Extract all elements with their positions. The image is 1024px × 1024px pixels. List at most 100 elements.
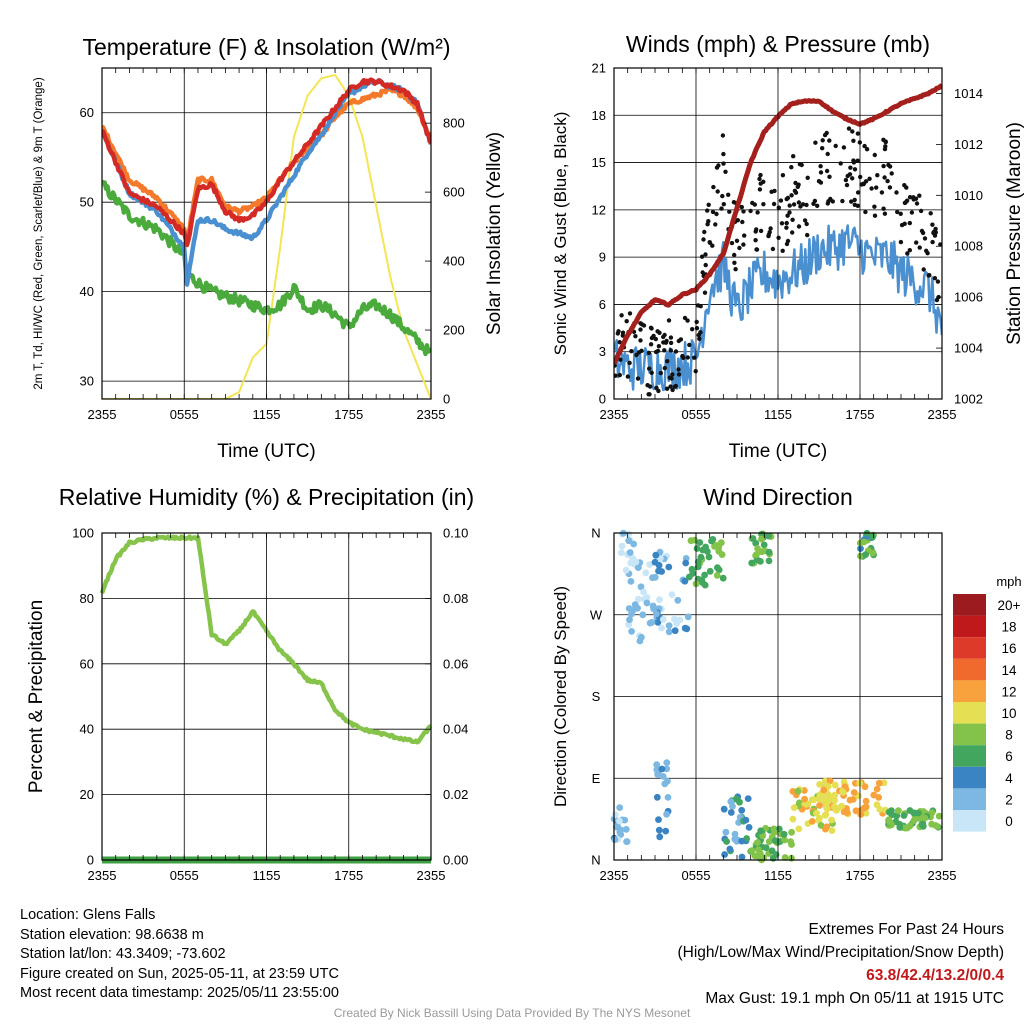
gust-point — [820, 146, 825, 151]
y-tick-label: 40 — [80, 722, 94, 737]
gust-point — [930, 222, 935, 227]
direction-point — [765, 557, 773, 565]
direction-point — [639, 611, 647, 619]
direction-point — [758, 548, 766, 556]
gust-point — [732, 260, 737, 265]
gust-point — [833, 143, 838, 149]
station-location: Location: Glens Falls — [20, 907, 156, 923]
gust-point — [681, 355, 686, 360]
gust-point — [799, 162, 804, 168]
direction-point — [826, 777, 834, 785]
x-tick-label: 1155 — [764, 868, 792, 883]
x-tick-label: 1755 — [334, 868, 363, 883]
max-gust: Max Gust: 19.1 mph On 05/11 at 1915 UTC — [705, 990, 1004, 1007]
legend-label: 6 — [1005, 749, 1013, 764]
gust-point — [735, 218, 740, 223]
gust-point — [767, 230, 772, 235]
gust-point — [914, 201, 920, 206]
gust-point — [796, 200, 802, 205]
y2-tick-label: 1010 — [954, 188, 983, 203]
x-tick-label: 1755 — [846, 868, 875, 883]
legend-swatch — [953, 658, 986, 681]
gust-point — [616, 329, 621, 334]
y-tick-label: 0 — [87, 853, 94, 868]
gust-point — [624, 319, 629, 324]
direction-point — [637, 583, 645, 591]
gust-point — [924, 248, 929, 253]
y-axis-label: Direction (Colored By Speed) — [551, 586, 570, 807]
gust-point — [682, 315, 688, 321]
direction-point — [794, 787, 802, 795]
extremes-title: Extremes For Past 24 Hours — [808, 921, 1004, 938]
direction-point — [828, 827, 836, 834]
gust-point — [785, 213, 790, 218]
gust-point — [655, 329, 660, 334]
gust-point — [818, 170, 824, 175]
gust-point — [894, 190, 899, 195]
direction-point — [659, 773, 667, 780]
plot-frame — [613, 67, 943, 400]
gust-point — [667, 375, 672, 380]
direction-point — [857, 552, 864, 560]
gust-point — [791, 154, 796, 159]
y2-tick-label: 200 — [443, 323, 465, 338]
gust-point — [796, 224, 802, 229]
plot-frame — [101, 67, 432, 400]
gust-point — [793, 190, 799, 195]
gust-point — [742, 233, 747, 238]
direction-point — [708, 537, 715, 545]
direction-point — [655, 816, 662, 823]
gust-point — [872, 204, 877, 209]
gust-point — [647, 366, 652, 371]
chart-title: Wind Direction — [703, 484, 853, 510]
direction-point — [801, 795, 808, 803]
gust-point — [740, 219, 745, 225]
gust-point — [755, 210, 760, 215]
y2-tick-label: 0.04 — [443, 722, 468, 737]
y-tick-label: 12 — [592, 202, 606, 217]
gust-point — [653, 336, 658, 342]
gust-point — [720, 193, 725, 199]
gust-point — [741, 242, 746, 247]
direction-point — [665, 628, 673, 636]
direction-point — [820, 786, 828, 794]
direction-point — [640, 588, 647, 596]
gust-point — [790, 217, 795, 222]
direction-point — [628, 628, 635, 635]
figure-created: Figure created on Sun, 2025-05-11, at 23… — [20, 965, 339, 982]
gust-point — [666, 318, 672, 323]
legend-swatch — [953, 788, 986, 810]
direction-point — [862, 551, 869, 558]
gust-point — [710, 243, 715, 248]
direction-point — [731, 830, 739, 838]
gust-point — [864, 147, 870, 152]
gust-point — [641, 323, 647, 328]
gust-point — [784, 220, 789, 226]
gust-point — [698, 330, 703, 335]
direction-point — [656, 596, 663, 604]
direction-point — [632, 558, 640, 566]
gust-point — [875, 173, 880, 178]
direction-point — [653, 761, 661, 769]
direction-point — [643, 599, 651, 607]
extremes-key: (High/Low/Max Wind/Precipitation/Snow De… — [677, 944, 1005, 961]
gust-point — [818, 180, 824, 185]
gust-point — [787, 203, 792, 208]
direction-point — [665, 563, 673, 571]
gust-point — [902, 221, 907, 226]
gust-point — [847, 172, 853, 177]
gust-point — [617, 372, 622, 378]
y-tick-label: 100 — [72, 526, 94, 541]
direction-point — [696, 539, 704, 546]
legend-swatch — [953, 745, 986, 767]
gust-point — [752, 202, 757, 207]
direction-point — [648, 619, 656, 626]
direction-point — [684, 613, 692, 621]
chart-title: Temperature (F) & Insolation (W/m²) — [82, 34, 450, 60]
y-tick-label: 0 — [599, 392, 606, 407]
gust-point — [849, 199, 854, 204]
legend-label: 4 — [1005, 771, 1013, 786]
direction-point — [789, 815, 797, 823]
gust-point — [702, 229, 707, 235]
gust-point — [928, 211, 933, 216]
